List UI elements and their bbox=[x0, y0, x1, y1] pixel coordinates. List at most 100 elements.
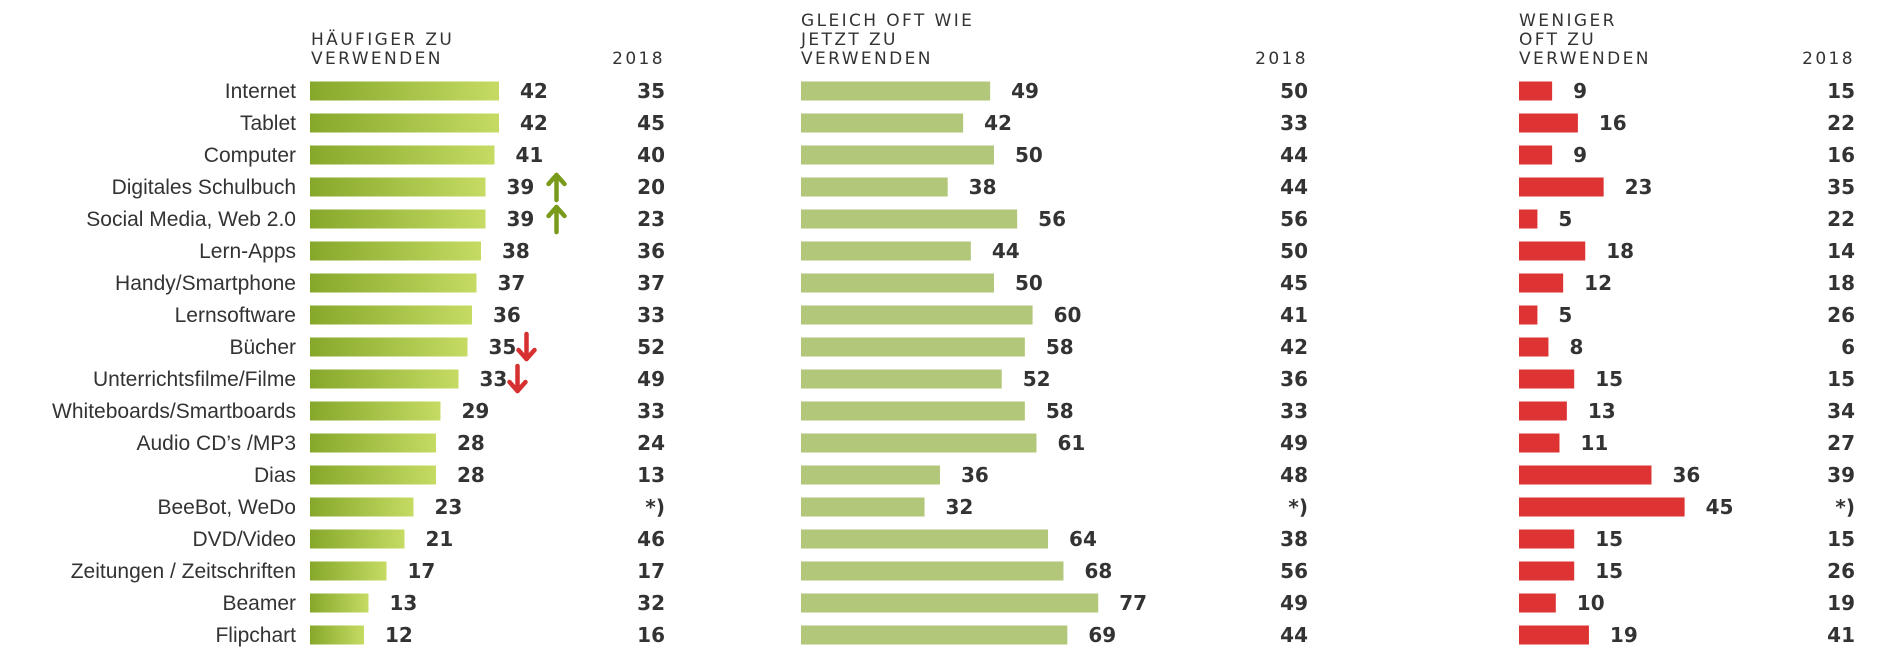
bar-column-2 bbox=[801, 497, 925, 517]
bar-column-1 bbox=[310, 81, 499, 101]
bar-column-2 bbox=[801, 177, 948, 197]
value-label-column-1: 41 bbox=[516, 143, 544, 167]
value-label-column-2: 52 bbox=[1023, 367, 1051, 391]
compare-2018-value-column-3: *) bbox=[1835, 495, 1855, 519]
bar-column-2 bbox=[801, 337, 1025, 357]
value-label-column-1: 37 bbox=[498, 271, 526, 295]
compare-2018-value-column-2: 44 bbox=[1280, 175, 1308, 199]
bar-column-1 bbox=[310, 561, 387, 581]
compare-2018-value-column-2: 50 bbox=[1280, 79, 1308, 103]
compare-2018-value-column-3: 14 bbox=[1827, 239, 1855, 263]
chart-row: Bücher 35 52 58 42 8 6 bbox=[229, 331, 1855, 362]
bar-column-1 bbox=[310, 177, 486, 197]
bar-column-3 bbox=[1519, 561, 1575, 581]
bar-column-2 bbox=[801, 561, 1064, 581]
column-1-header-line: HÄUFIGER ZU bbox=[311, 29, 454, 50]
compare-2018-value-column-2: 44 bbox=[1280, 623, 1308, 647]
value-label-column-1: 12 bbox=[385, 623, 413, 647]
value-label-column-3: 36 bbox=[1672, 463, 1700, 487]
compare-2018-value-column-1: 33 bbox=[637, 303, 665, 327]
value-label-column-2: 69 bbox=[1088, 623, 1116, 647]
value-label-column-2: 58 bbox=[1046, 399, 1074, 423]
bar-column-1 bbox=[310, 369, 459, 389]
value-label-column-1: 23 bbox=[435, 495, 463, 519]
value-label-column-1: 39 bbox=[507, 175, 535, 199]
chart-row: Dias 28 13 36 48 36 39 bbox=[254, 463, 1855, 487]
bar-column-3 bbox=[1519, 369, 1575, 389]
bar-column-2 bbox=[801, 593, 1099, 613]
category-label: Unterrichtsfilme/Filme bbox=[93, 368, 296, 391]
category-label: Dias bbox=[254, 464, 296, 487]
bar-column-1 bbox=[310, 497, 414, 517]
bar-column-1 bbox=[310, 433, 436, 453]
arrow-down-icon bbox=[516, 331, 537, 362]
value-label-column-3: 15 bbox=[1595, 367, 1623, 391]
value-label-column-1: 28 bbox=[457, 431, 485, 455]
chart-row: Digitales Schulbuch 39 20 38 44 23 35 bbox=[112, 172, 1855, 203]
value-label-column-1: 42 bbox=[520, 79, 548, 103]
compare-2018-value-column-3: 19 bbox=[1827, 591, 1855, 615]
column-1-compare-year: 2018 bbox=[612, 49, 665, 69]
bar-column-1 bbox=[310, 401, 441, 421]
value-label-column-3: 11 bbox=[1580, 431, 1608, 455]
value-label-column-3: 18 bbox=[1606, 239, 1634, 263]
bar-column-2 bbox=[801, 305, 1033, 325]
compare-2018-value-column-3: 6 bbox=[1841, 335, 1855, 359]
bar-column-3 bbox=[1519, 529, 1575, 549]
value-label-column-2: 68 bbox=[1084, 559, 1112, 583]
bar-column-3 bbox=[1519, 177, 1604, 197]
value-label-column-1: 29 bbox=[462, 399, 490, 423]
category-label: DVD/Video bbox=[192, 528, 296, 551]
value-label-column-3: 15 bbox=[1595, 559, 1623, 583]
compare-2018-value-column-1: 32 bbox=[637, 591, 665, 615]
bar-column-2 bbox=[801, 369, 1002, 389]
value-label-column-2: 50 bbox=[1015, 271, 1043, 295]
value-label-column-1: 13 bbox=[390, 591, 418, 615]
bar-column-1 bbox=[310, 241, 481, 261]
compare-2018-value-column-3: 15 bbox=[1827, 79, 1855, 103]
value-label-column-3: 9 bbox=[1573, 79, 1587, 103]
bar-column-1 bbox=[310, 209, 486, 229]
bar-column-3 bbox=[1519, 241, 1586, 261]
compare-2018-value-column-2: 49 bbox=[1280, 591, 1308, 615]
bar-column-1 bbox=[310, 593, 369, 613]
value-label-column-1: 21 bbox=[426, 527, 454, 551]
bar-column-2 bbox=[801, 241, 971, 261]
chart-row: Lernsoftware 36 33 60 41 5 26 bbox=[175, 303, 1855, 327]
chart-row: Flipchart 12 16 69 44 19 41 bbox=[215, 623, 1855, 647]
value-label-column-2: 77 bbox=[1119, 591, 1147, 615]
chart-row: Audio CD’s /MP3 28 24 61 49 11 27 bbox=[136, 431, 1855, 455]
value-label-column-2: 38 bbox=[969, 175, 997, 199]
category-label: Zeitungen / Zeitschriften bbox=[71, 560, 296, 583]
bar-column-1 bbox=[310, 273, 477, 293]
bar-column-3 bbox=[1519, 81, 1553, 101]
compare-2018-value-column-3: 18 bbox=[1827, 271, 1855, 295]
arrow-up-icon bbox=[546, 204, 567, 235]
category-label: Digitales Schulbuch bbox=[112, 176, 296, 199]
compare-2018-value-column-2: 45 bbox=[1280, 271, 1308, 295]
category-label: Beamer bbox=[222, 592, 296, 615]
value-label-column-2: 36 bbox=[961, 463, 989, 487]
compare-2018-value-column-1: 23 bbox=[637, 207, 665, 231]
compare-2018-value-column-1: 49 bbox=[637, 367, 665, 391]
value-label-column-3: 19 bbox=[1610, 623, 1638, 647]
category-label: Lernsoftware bbox=[175, 304, 296, 327]
compare-2018-value-column-1: 40 bbox=[637, 143, 665, 167]
value-label-column-1: 42 bbox=[520, 111, 548, 135]
category-label: Tablet bbox=[240, 112, 296, 135]
compare-2018-value-column-1: 33 bbox=[637, 399, 665, 423]
value-label-column-3: 15 bbox=[1595, 527, 1623, 551]
category-label: Flipchart bbox=[215, 624, 296, 647]
compare-2018-value-column-2: 33 bbox=[1280, 399, 1308, 423]
chart-row: BeeBot, WeDo 23 *) 32 *) 45 *) bbox=[157, 495, 1855, 519]
value-label-column-2: 64 bbox=[1069, 527, 1097, 551]
compare-2018-value-column-2: 50 bbox=[1280, 239, 1308, 263]
column-2-header-line: VERWENDEN bbox=[801, 49, 933, 69]
compare-2018-value-column-2: 44 bbox=[1280, 143, 1308, 167]
compare-2018-value-column-1: 45 bbox=[637, 111, 665, 135]
value-label-column-3: 12 bbox=[1584, 271, 1612, 295]
bar-column-1 bbox=[310, 337, 468, 357]
category-label: Social Media, Web 2.0 bbox=[86, 208, 296, 231]
compare-2018-value-column-1: 36 bbox=[637, 239, 665, 263]
column-3-header-line: OFT ZU bbox=[1519, 30, 1596, 50]
